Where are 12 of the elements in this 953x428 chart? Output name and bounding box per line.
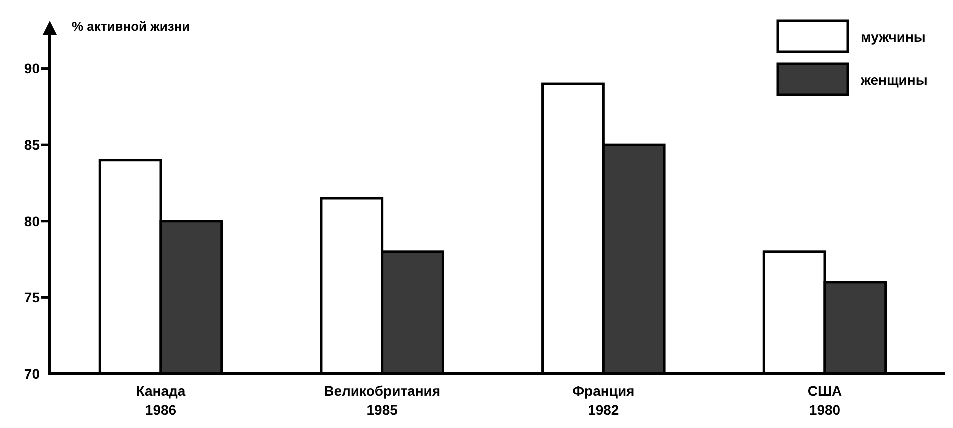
y-tick-label: 70 xyxy=(24,366,40,382)
x-tick-label: Великобритания 1985 xyxy=(324,383,441,418)
x-tick-label: Канада 1986 xyxy=(136,383,186,418)
legend-label: женщины xyxy=(860,72,928,88)
y-axis-title: % активной жизни xyxy=(72,19,190,34)
y-tick-label: 90 xyxy=(24,60,40,77)
x-tick-label: США 1980 xyxy=(808,383,842,418)
y-tick-label: 75 xyxy=(24,290,40,306)
y-tick-label: 85 xyxy=(24,136,40,153)
x-tick-label: Франция 1982 xyxy=(572,383,635,418)
y-tick-label: 80 xyxy=(24,213,40,230)
legend-label: мужчины xyxy=(861,28,926,45)
